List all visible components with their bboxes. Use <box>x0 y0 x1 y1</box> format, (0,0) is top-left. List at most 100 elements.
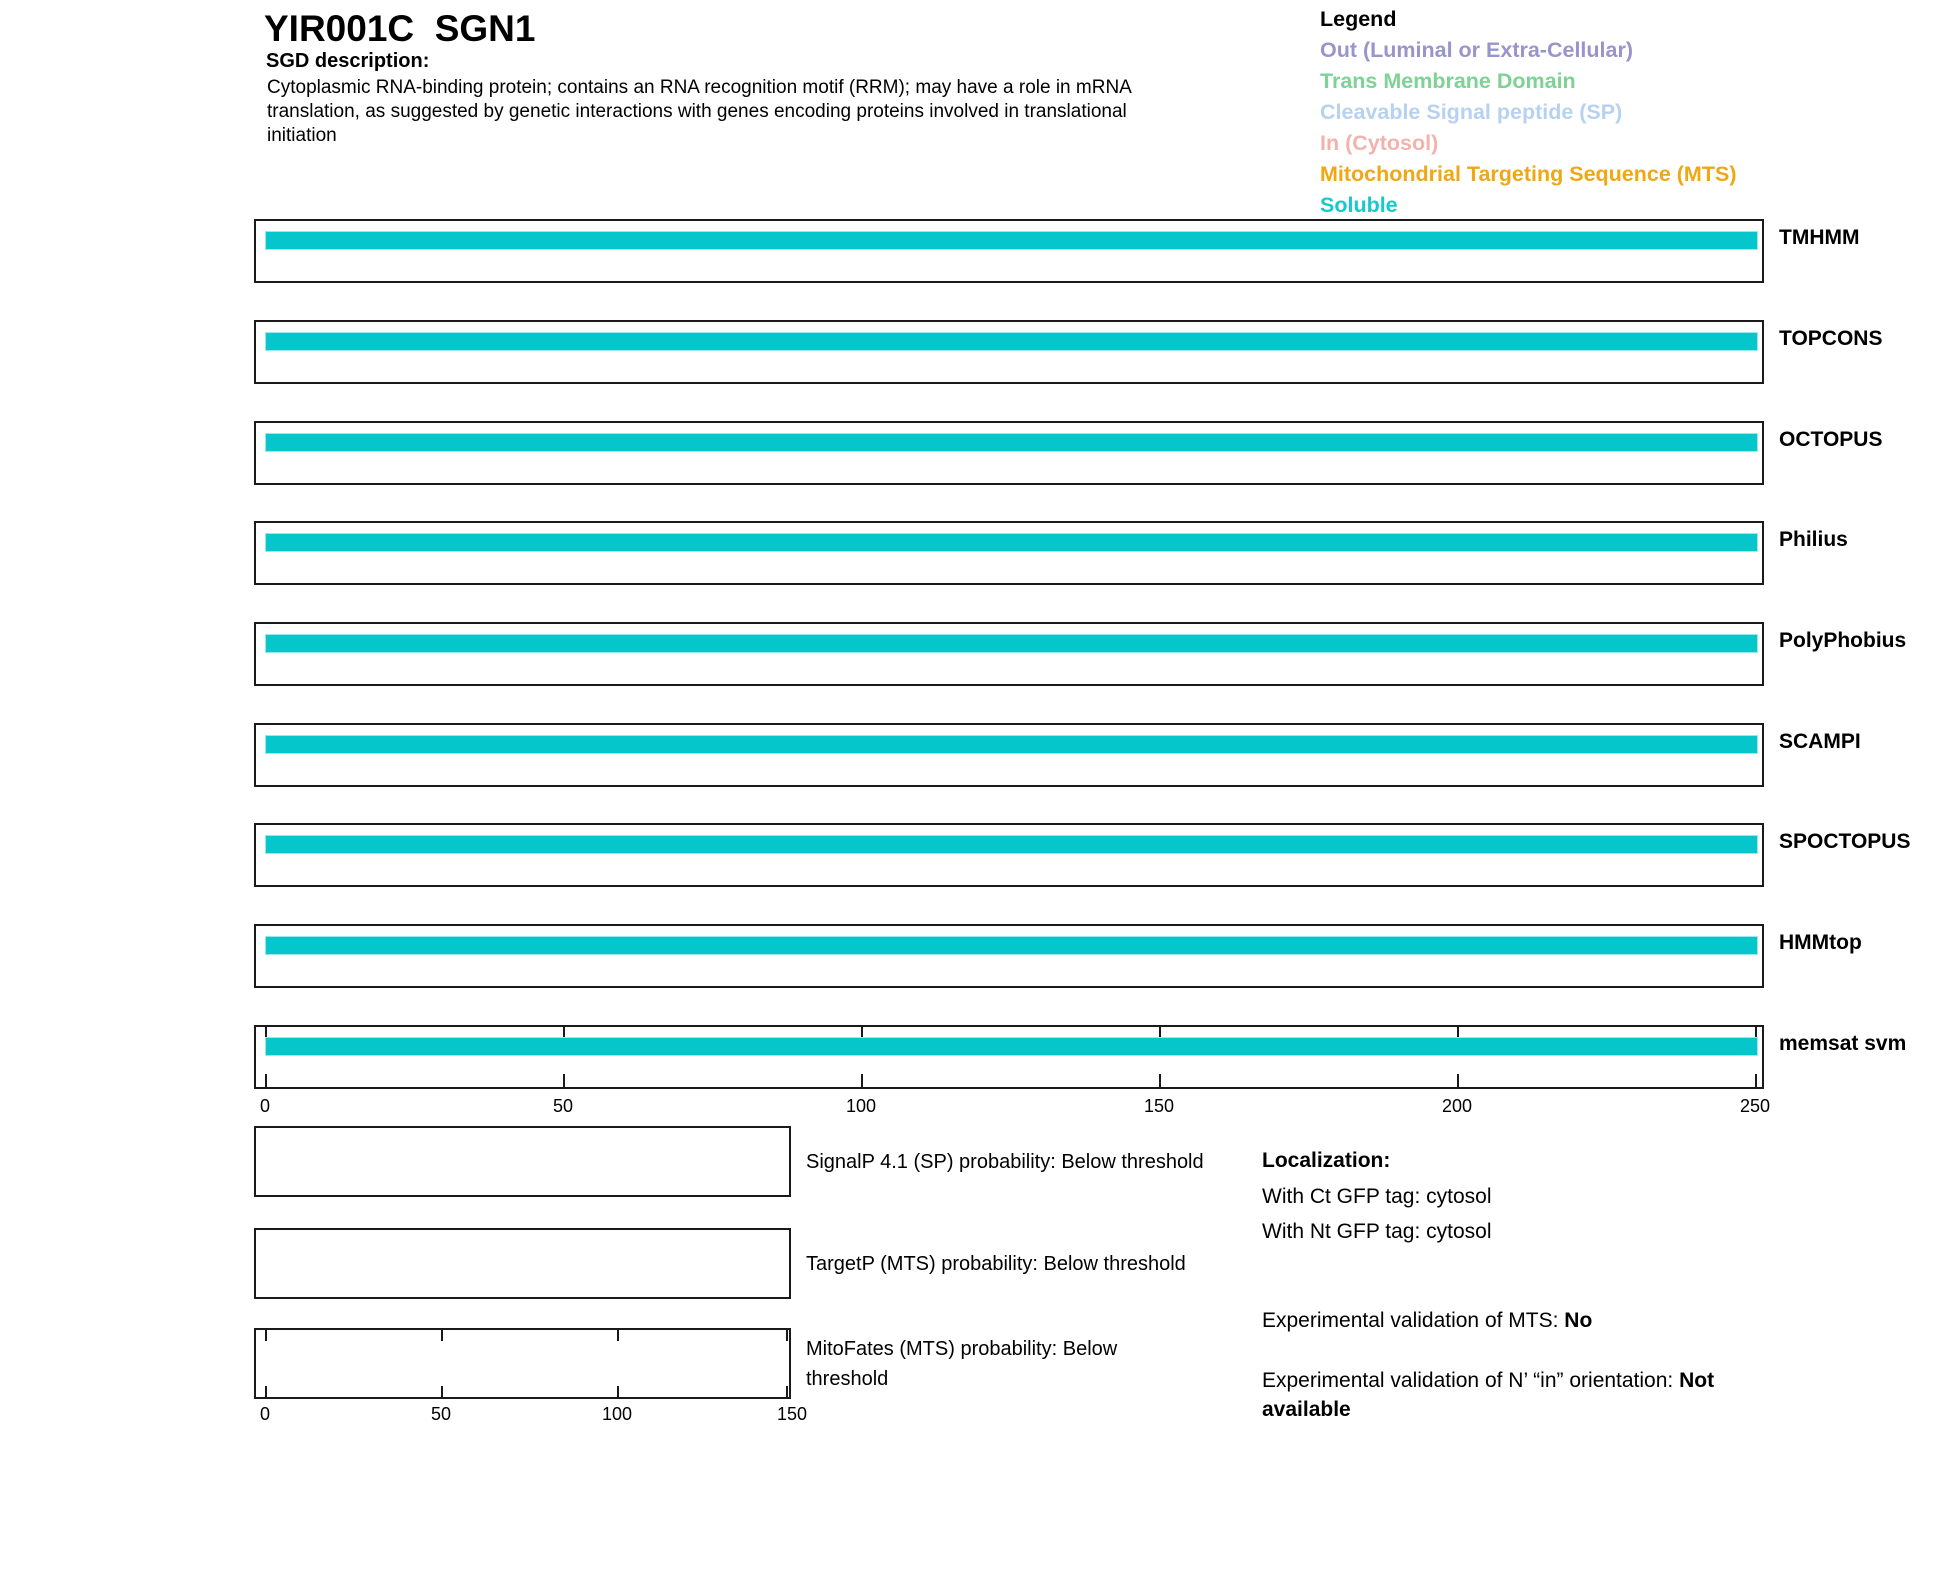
track-label: OCTOPUS <box>1779 428 1883 451</box>
signalp-label-text: SignalP 4.1 (SP) probability: Below thre… <box>806 1150 1204 1173</box>
axis-tick <box>1755 1027 1757 1040</box>
signalp-label: SignalP 4.1 (SP) probability: Below thre… <box>806 1126 1266 1197</box>
page-title: YIR001C SGN1 <box>264 8 536 49</box>
track-plot-box <box>254 1025 1764 1089</box>
localization-ct-gfp: With Ct GFP tag: cytosol <box>1262 1185 1492 1208</box>
mitofates-plot: MitoFates (MTS) probability: Below thres… <box>254 1328 1117 1399</box>
track-plot-box <box>254 823 1764 887</box>
legend-item-out: Out (Luminal or Extra-Cellular) <box>1320 38 1633 62</box>
track-plot-box <box>254 622 1764 686</box>
legend-item-in-cytosol: In (Cytosol) <box>1320 131 1439 155</box>
axis-tick <box>1159 1074 1161 1087</box>
track-label: PolyPhobius <box>1779 629 1907 652</box>
axis-tick <box>265 1330 267 1341</box>
sgd-description-line: Cytoplasmic RNA-binding protein; contain… <box>267 77 1132 98</box>
main-axis-tick-label: 250 <box>1739 1096 1771 1116</box>
track-plot-box <box>254 421 1764 485</box>
main-axis-tick-label: 100 <box>845 1096 877 1116</box>
axis-tick <box>861 1074 863 1087</box>
orientation-validation-value: Not available <box>1262 1369 1715 1421</box>
legend-item-mts: Mitochondrial Targeting Sequence (MTS) <box>1320 162 1737 186</box>
mitofates-label: MitoFates (MTS) probability: Below thres… <box>806 1328 1266 1399</box>
signalp-plot: SignalP 4.1 (SP) probability: Below thre… <box>254 1126 1204 1197</box>
track-row-octopus: OCTOPUS <box>254 421 1882 485</box>
localization-nt-gfp: With Nt GFP tag: cytosol <box>1262 1220 1492 1243</box>
soluble-span-bar <box>265 332 1758 351</box>
track-label: TMHMM <box>1779 226 1860 249</box>
main-axis-tick-label: 150 <box>1143 1096 1175 1116</box>
main-axis-tick-label: 0 <box>259 1096 271 1116</box>
soluble-span-bar <box>265 835 1758 854</box>
mini-plot-box <box>254 1126 791 1197</box>
axis-tick <box>617 1386 619 1397</box>
axis-tick <box>265 1027 267 1040</box>
soluble-span-bar <box>265 231 1758 250</box>
track-label: TOPCONS <box>1779 327 1883 350</box>
mini-axis-tick-label: 150 <box>776 1404 808 1424</box>
track-row-topcons: TOPCONS <box>254 320 1882 384</box>
soluble-span-bar <box>265 533 1758 552</box>
targetp-label: TargetP (MTS) probability: Below thresho… <box>806 1228 1266 1299</box>
mitofates-label-line2: threshold <box>806 1367 889 1390</box>
track-row-spoctopus: SPOCTOPUS <box>254 823 1910 887</box>
targetp-label-text: TargetP (MTS) probability: Below thresho… <box>806 1252 1186 1275</box>
track-label: SPOCTOPUS <box>1779 830 1911 853</box>
sgd-description-line: translation, as suggested by genetic int… <box>267 101 1127 122</box>
track-label: Philius <box>1779 528 1848 551</box>
track-plot-box <box>254 320 1764 384</box>
axis-tick <box>1457 1027 1459 1040</box>
axis-tick <box>265 1386 267 1397</box>
mini-axis: 0 50 100 150 <box>0 1404 1950 1426</box>
localization-title: Localization: <box>1262 1149 1391 1172</box>
mini-axis-tick-label: 50 <box>430 1404 452 1424</box>
orientation-validation-line: Experimental validation of N’ “in” orien… <box>1262 1366 1764 1424</box>
axis-tick <box>1457 1074 1459 1087</box>
mini-plot-box <box>254 1328 791 1399</box>
mini-axis-tick-label: 0 <box>259 1404 271 1424</box>
axis-tick <box>441 1330 443 1341</box>
mitofates-label-line1: MitoFates (MTS) probability: Below <box>806 1337 1118 1360</box>
legend-title: Legend <box>1320 7 1397 31</box>
sgd-description-label: SGD description: <box>266 50 430 72</box>
track-plot-box <box>254 924 1764 988</box>
track-row-tmhmm: TMHMM <box>254 219 1859 283</box>
track-row-memsat-svm: memsat svm <box>254 1025 1906 1089</box>
axis-tick <box>786 1386 788 1397</box>
soluble-span-bar <box>265 634 1758 653</box>
mts-validation-value: No <box>1564 1309 1593 1332</box>
targetp-plot: TargetP (MTS) probability: Below thresho… <box>254 1228 1186 1299</box>
sgd-description-text: Cytoplasmic RNA-binding protein; contain… <box>267 76 1132 148</box>
mts-validation-line: Experimental validation of MTS: No <box>1262 1306 1592 1335</box>
track-row-scampi: SCAMPI <box>254 723 1861 787</box>
track-plot-box <box>254 521 1764 585</box>
main-axis: 0 50 100 150 200 250 <box>0 1096 1950 1118</box>
axis-tick <box>617 1330 619 1341</box>
orientation-validation-prefix: Experimental validation of N’ “in” orien… <box>1262 1369 1680 1392</box>
axis-tick <box>441 1386 443 1397</box>
track-row-philius: Philius <box>254 521 1848 585</box>
legend-item-transmembrane: Trans Membrane Domain <box>1320 69 1576 93</box>
track-plot-box <box>254 219 1764 283</box>
sgd-description-line: initiation <box>267 125 337 146</box>
track-label: HMMtop <box>1779 931 1862 954</box>
axis-tick <box>786 1330 788 1341</box>
axis-tick <box>1755 1074 1757 1087</box>
track-plot-box <box>254 723 1764 787</box>
axis-tick <box>563 1027 565 1040</box>
mini-plot-box <box>254 1228 791 1299</box>
mini-axis-tick-label: 100 <box>601 1404 633 1424</box>
track-row-hmmtop: HMMtop <box>254 924 1862 988</box>
main-axis-tick-label: 200 <box>1441 1096 1473 1116</box>
axis-tick <box>563 1074 565 1087</box>
soluble-span-bar <box>265 1037 1758 1056</box>
main-axis-tick-label: 50 <box>552 1096 574 1116</box>
soluble-span-bar <box>265 936 1758 955</box>
axis-tick <box>861 1027 863 1040</box>
track-label: memsat svm <box>1779 1032 1907 1055</box>
legend-item-signal-peptide: Cleavable Signal peptide (SP) <box>1320 100 1623 124</box>
soluble-span-bar <box>265 433 1758 452</box>
legend-item-soluble: Soluble <box>1320 193 1398 217</box>
mts-validation-prefix: Experimental validation of MTS: <box>1262 1309 1565 1332</box>
axis-tick <box>265 1074 267 1087</box>
axis-tick <box>1159 1027 1161 1040</box>
